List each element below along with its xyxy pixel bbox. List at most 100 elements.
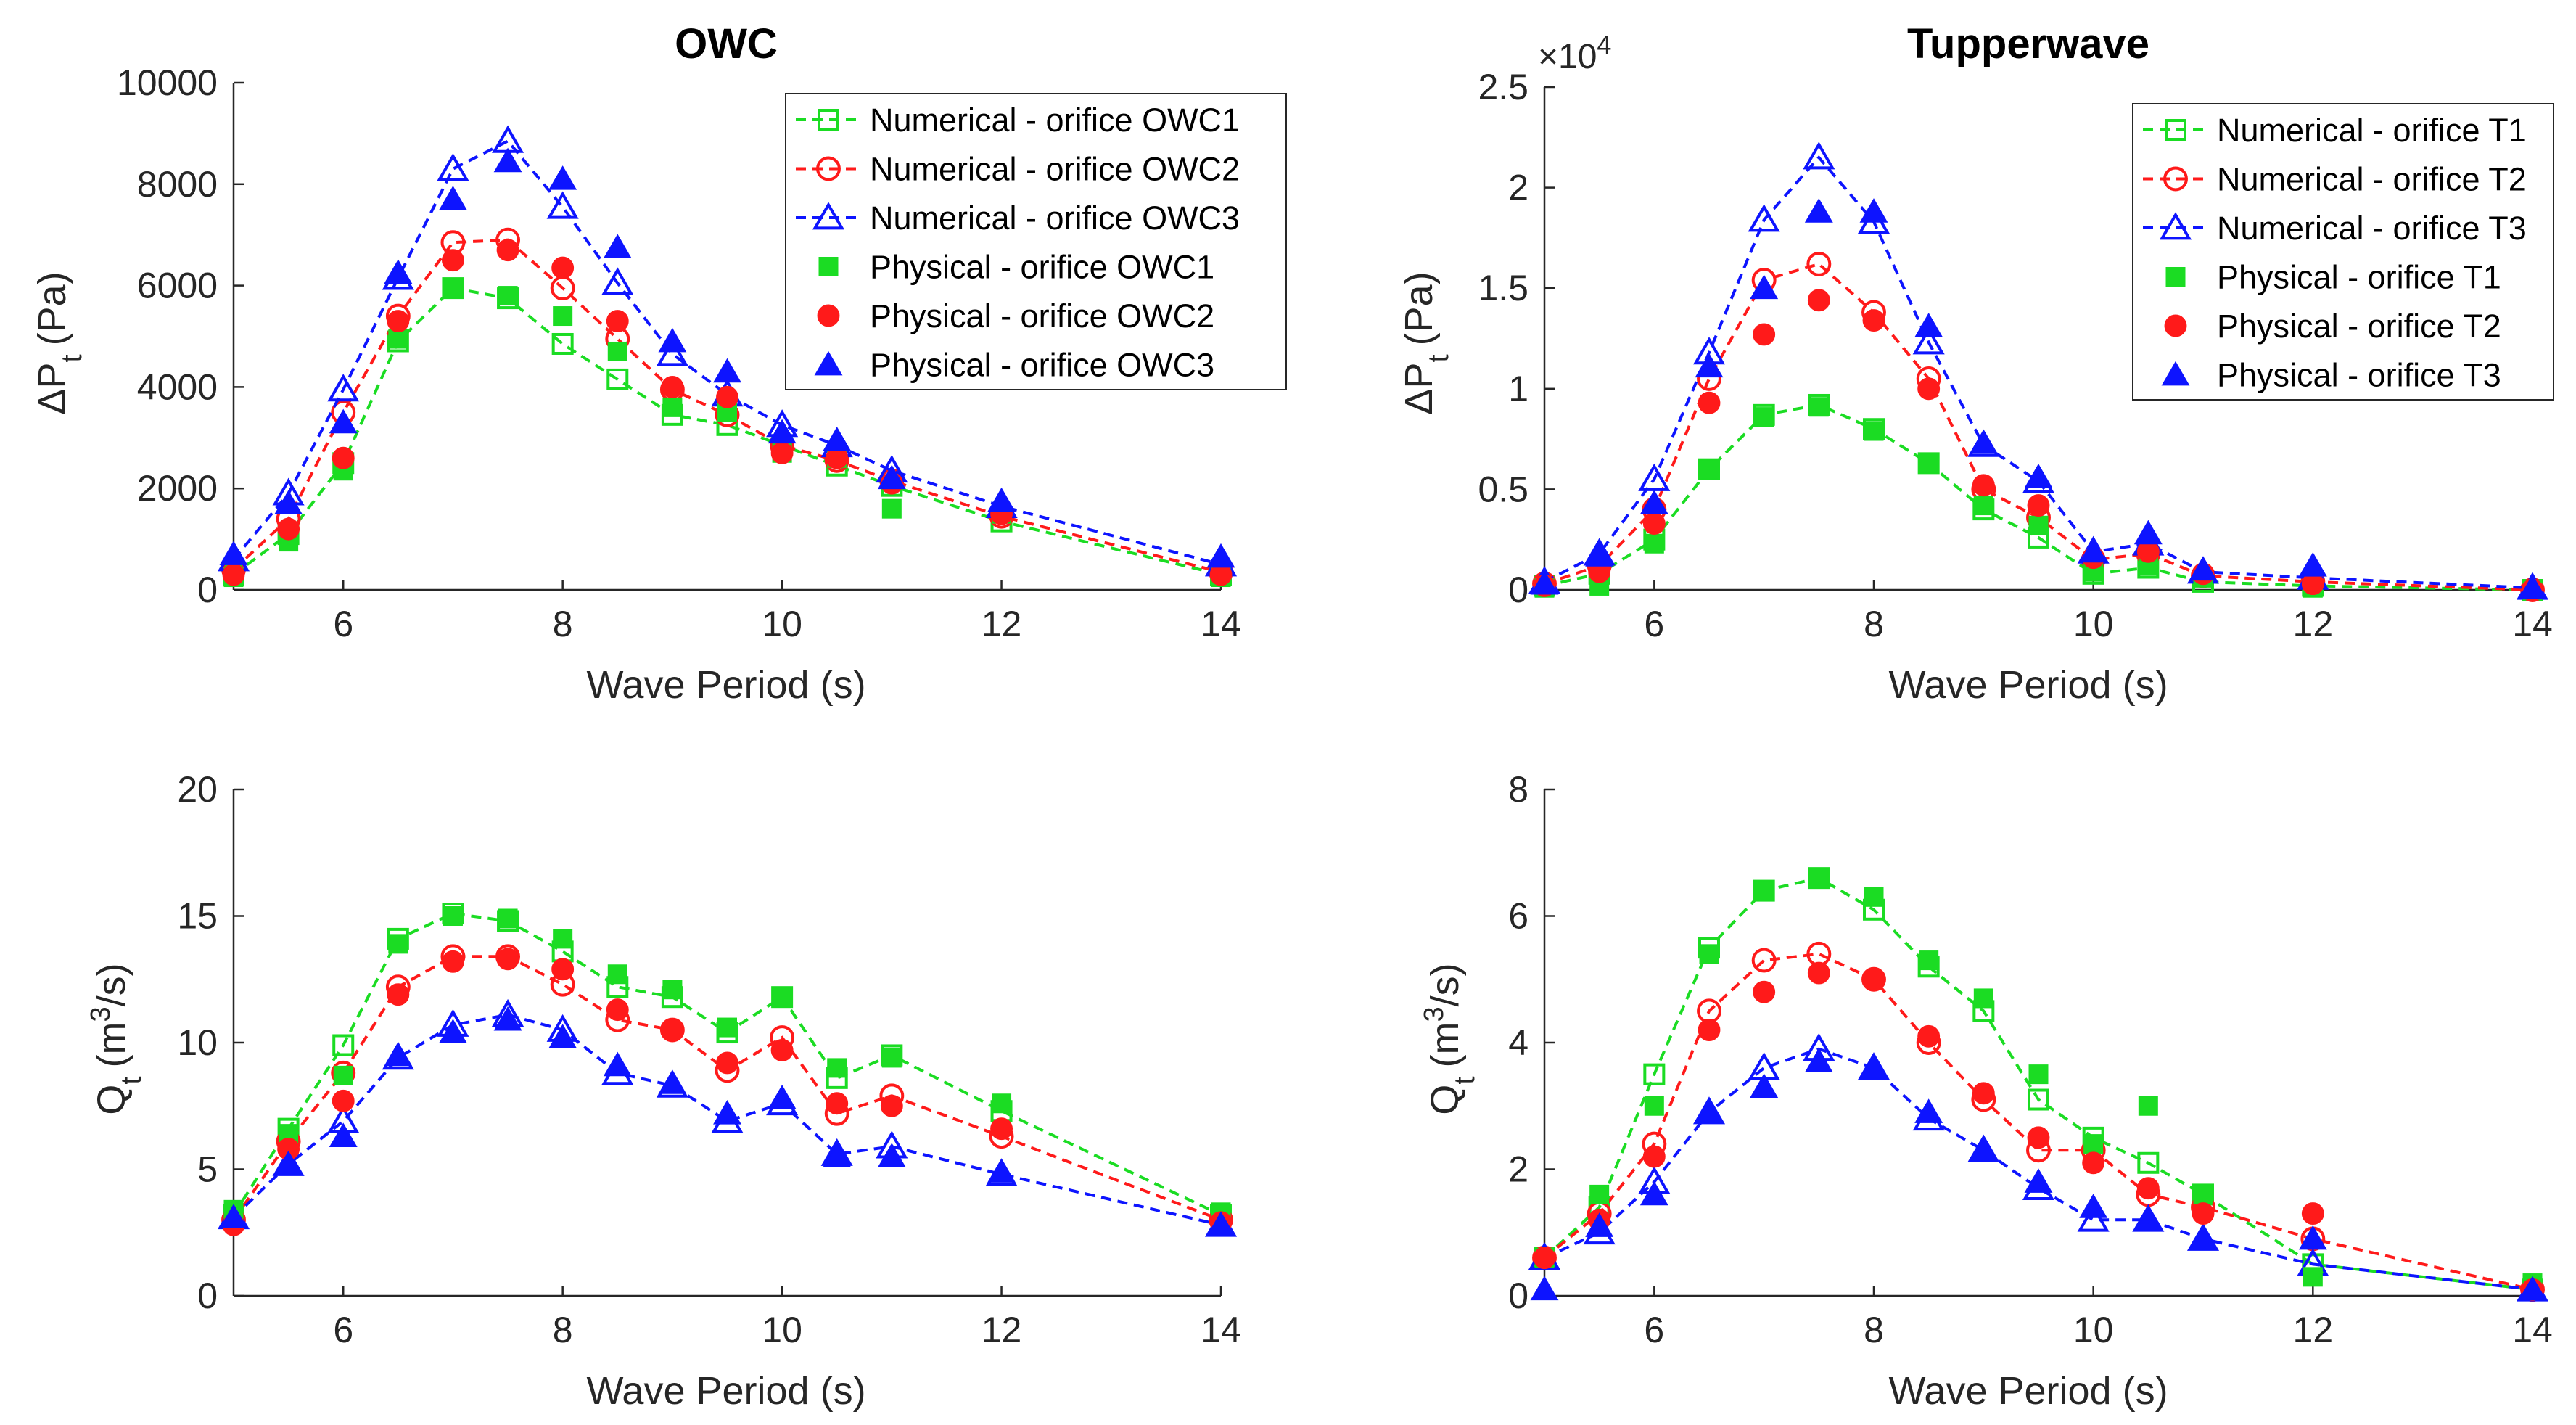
x-tick-label: 10 — [762, 1310, 802, 1350]
data-point-physical-2 — [661, 1019, 684, 1042]
data-point-physical-3 — [2024, 464, 2053, 488]
y-axis-label-main: Q — [90, 1085, 133, 1115]
plot-area: 6 8 10 12 14 0 2000 4000 6000 8000 10000 — [117, 62, 1241, 644]
data-point-physical-3 — [1695, 353, 1724, 378]
y-axis-label-unit-post: /s) — [90, 963, 133, 1006]
data-point-physical-2 — [1807, 961, 1830, 985]
data-point-physical-1 — [607, 964, 627, 985]
data-point-physical-3 — [658, 1069, 687, 1094]
data-point-physical-1 — [443, 906, 463, 926]
x-tick-label: 12 — [982, 1310, 1022, 1350]
data-point-physical-1 — [2193, 1184, 2213, 1204]
data-point-physical-3 — [987, 1158, 1016, 1183]
data-point-physical-1 — [881, 1048, 902, 1068]
data-point-physical-3 — [877, 1143, 906, 1167]
data-point-physical-2 — [551, 958, 575, 981]
data-point-physical-3 — [274, 1150, 303, 1175]
data-point-physical-1 — [662, 980, 683, 1000]
data-point-physical-2 — [1698, 391, 1721, 414]
plot-area: 6 8 10 12 14 0 2 4 6 8 — [1508, 769, 2553, 1350]
x-axis-label: Wave Period (s) — [1888, 1369, 2168, 1413]
data-point-physical-2 — [496, 948, 519, 971]
data-point-physical-3 — [658, 327, 687, 353]
x-tick-label: 6 — [333, 1310, 353, 1350]
data-point-physical-1 — [443, 278, 463, 298]
data-point-physical-1 — [1864, 421, 1884, 441]
x-tick-label: 14 — [1201, 604, 1241, 644]
data-point-physical-2 — [1642, 1145, 1666, 1168]
data-point-physical-2 — [1862, 309, 1885, 332]
data-point-physical-2 — [222, 563, 245, 586]
data-point-physical-2 — [441, 950, 464, 973]
data-point-physical-3 — [384, 1041, 413, 1067]
data-point-physical-2 — [277, 517, 300, 541]
x-tick-label: 14 — [2512, 1310, 2553, 1350]
x-tick-label: 6 — [1644, 604, 1664, 644]
data-point-physical-1 — [388, 934, 408, 954]
data-point-physical-3 — [768, 1085, 797, 1109]
data-point-physical-3 — [1639, 490, 1668, 514]
x-tick-label: 8 — [1864, 1310, 1884, 1350]
data-point-physical-2 — [716, 385, 738, 408]
x-tick-label: 6 — [1644, 1310, 1664, 1350]
y-axis-label-unit-post: /s) — [1423, 963, 1467, 1006]
legend-label: Numerical - orifice OWC1 — [870, 102, 1240, 139]
data-point-physical-3 — [1804, 1048, 1833, 1073]
x-tick-label: 12 — [982, 604, 1022, 644]
data-point-physical-3 — [219, 1204, 248, 1228]
data-point-physical-3 — [1750, 1073, 1779, 1098]
data-point-physical-2 — [496, 239, 519, 262]
data-point-physical-1 — [333, 1065, 353, 1085]
data-point-physical-3 — [2079, 1194, 2108, 1218]
data-point-numerical-1 — [2028, 1088, 2049, 1111]
y-tick-label: 8 — [1508, 769, 1528, 810]
data-point-physical-3 — [1804, 198, 1833, 223]
owc-pressure-panel: OWC Wave Period (s) ΔPt (Pa) 6 8 10 12 14 0 200… — [30, 20, 1287, 707]
data-point-physical-1 — [1644, 533, 1664, 554]
y-axis-label-unit-sup: 3 — [1419, 1006, 1449, 1022]
data-point-physical-3 — [1639, 1180, 1668, 1206]
x-tick-label: 8 — [1864, 604, 1884, 644]
y-axis-label-main: Q — [1423, 1085, 1467, 1115]
data-point-physical-3 — [2079, 538, 2108, 563]
data-point-physical-2 — [387, 983, 410, 1006]
data-point-physical-3 — [1969, 1136, 1998, 1162]
x-tick-label: 12 — [2293, 604, 2334, 644]
data-point-physical-2 — [716, 1051, 738, 1075]
data-point-physical-1 — [1699, 944, 1719, 964]
y-tick-label: 4 — [1508, 1022, 1528, 1063]
data-point-physical-3 — [713, 1099, 741, 1125]
data-point-physical-1 — [1808, 397, 1829, 417]
legend-label: Physical - orifice T3 — [2217, 357, 2501, 394]
data-point-physical-1 — [607, 341, 627, 361]
data-point-numerical-2 — [1751, 948, 1777, 973]
y-tick-label: 20 — [177, 769, 218, 810]
data-point-numerical-1 — [606, 368, 629, 390]
y-axis-label-sub: t — [1423, 354, 1454, 362]
data-point-physical-1 — [1754, 407, 1774, 427]
legend-label: Physical - orifice T2 — [2217, 308, 2501, 345]
data-point-physical-1 — [1644, 1096, 1664, 1116]
data-point-physical-1 — [1919, 950, 1939, 971]
data-point-physical-3 — [438, 186, 467, 210]
data-point-physical-2 — [1917, 377, 1941, 401]
data-point-numerical-3 — [327, 374, 360, 402]
legend-marker — [2159, 212, 2192, 240]
y-tick-label: 6000 — [137, 266, 218, 306]
data-point-physical-3 — [2189, 1225, 2218, 1250]
data-point-physical-1 — [498, 908, 518, 929]
data-point-physical-2 — [387, 310, 410, 332]
data-point-physical-3 — [1914, 313, 1943, 337]
data-point-physical-3 — [1206, 543, 1235, 568]
data-point-physical-3 — [1969, 429, 1998, 454]
data-point-physical-3 — [2298, 1225, 2327, 1250]
data-point-physical-3 — [823, 427, 852, 451]
data-point-physical-3 — [2189, 556, 2218, 581]
data-point-physical-3 — [1695, 1098, 1724, 1123]
data-point-physical-1 — [553, 306, 573, 327]
data-point-physical-1 — [2028, 515, 2049, 535]
data-point-physical-3 — [2133, 520, 2163, 545]
tupperwave-pressure-panel: Tupperwave Wave Period (s) ΔPt(Pa) ×104 … — [1397, 20, 2554, 707]
data-point-physical-3 — [877, 464, 906, 490]
